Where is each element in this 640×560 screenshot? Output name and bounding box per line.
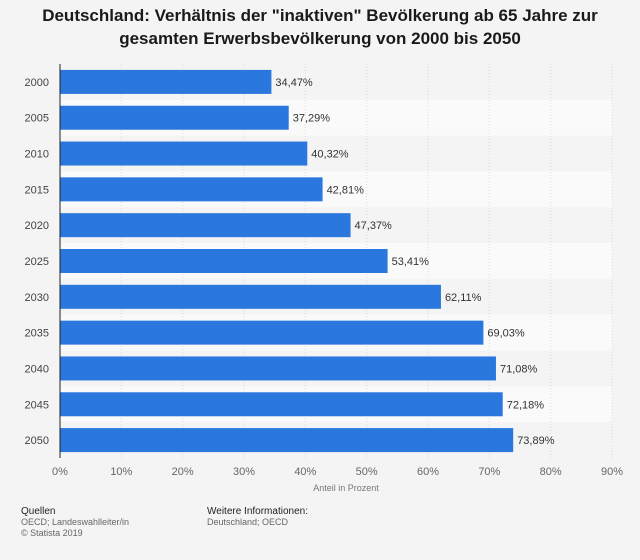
bar-chart: 34,47% 37,29% 40,32% 42,81% 47,37% 53,41% 62,1… [25,64,623,493]
bar [60,141,308,166]
value-label: 72,18% [507,399,545,411]
category-labels: 2000 2005 2010 2015 2020 2025 2030 2035 2040 2045… [25,77,49,447]
category-label: 2015 [25,184,49,196]
bar [60,284,441,309]
bar [60,392,503,417]
bar [60,105,289,130]
value-label: 71,08% [500,363,538,375]
category-label: 2040 [25,363,49,375]
category-label: 2010 [25,149,49,161]
value-label: 62,11% [445,292,482,304]
sources-block: Quellen OECD; Landeswahlleiter/in © Stat… [21,506,129,539]
value-label: 73,89% [517,435,555,447]
info-block: Weitere Informationen: Deutschland; OECD [207,506,308,528]
category-label: 2050 [25,435,49,447]
x-tick-label: 60% [417,466,439,478]
category-label: 2000 [25,77,49,89]
category-label: 2045 [25,399,49,411]
x-tick-label: 10% [110,466,132,478]
sources-heading: Quellen [21,506,56,517]
x-tick-label: 50% [356,466,378,478]
x-tick-labels: 0% 10% 20% 30% 40% 50% 60% 70% 80% 90% [52,466,623,478]
bar [60,177,323,202]
bar [60,69,272,94]
x-tick-label: 80% [540,466,562,478]
x-tick-label: 40% [294,466,316,478]
x-tick-label: 0% [52,466,68,478]
info-line: Deutschland; OECD [207,517,289,527]
category-label: 2030 [25,292,49,304]
category-label: 2035 [25,328,49,340]
value-label: 42,81% [327,184,365,196]
bar [60,320,484,345]
bar [60,356,496,381]
value-label: 53,41% [392,256,430,268]
category-label: 2020 [25,220,49,232]
x-tick-label: 20% [172,466,194,478]
x-tick-label: 90% [601,466,623,478]
sources-line: OECD; Landeswahlleiter/in [21,517,130,527]
value-labels: 34,47% 37,29% 40,32% 42,81% 47,37% 53,41% 62,1… [275,77,554,447]
value-label: 69,03% [487,328,525,340]
value-label: 34,47% [275,77,313,89]
bars [60,69,514,453]
bar [60,249,388,273]
bar [60,428,514,453]
x-tick-label: 70% [478,466,500,478]
category-label: 2005 [25,113,49,125]
value-label: 40,32% [311,149,349,161]
bar [60,213,351,238]
x-axis-title: Anteil in Prozent [313,483,379,493]
x-tick-label: 30% [233,466,255,478]
copyright: © Statista 2019 [21,528,83,538]
value-label: 37,29% [293,113,331,125]
value-label: 47,37% [355,220,393,232]
category-label: 2025 [25,256,49,268]
chart-title: Deutschland: Verhältnis der "inaktiven" … [42,6,598,48]
info-heading: Weitere Informationen: [207,506,308,517]
